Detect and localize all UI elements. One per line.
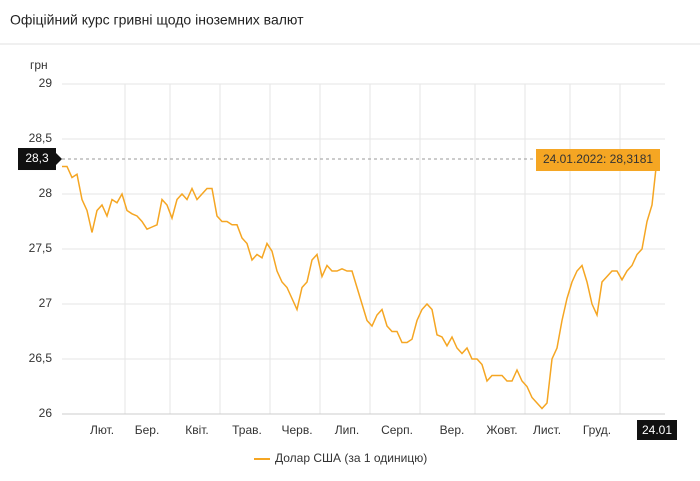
header [0,0,700,44]
y-tick-label: 27 [39,296,53,310]
y-tick-label: 29 [39,76,53,90]
x-tick-label: Черв. [281,423,312,437]
crosshair-label: 28,3 [25,151,49,165]
y-tick-label: 26,5 [29,351,53,365]
y-axis-label: грн [30,58,48,72]
tooltip-box [536,149,660,172]
x-tick-label: Лют. [90,423,114,437]
x-highlight-box [637,420,677,440]
x-tick-label: Бер. [135,423,160,437]
x-tick-label: Жовт. [486,423,517,437]
x-tick-label: Квіт. [185,423,209,437]
tooltip: 24.01.2022: 28,3181 [543,152,653,166]
x-tick-label: 24.01 [642,423,672,437]
x-tick-label: Груд. [583,423,611,437]
y-tick-label: 28,5 [29,131,53,145]
x-tick-label: Вер. [440,423,465,437]
x-tick-label: Трав. [232,423,262,437]
chart-title: Офіційний курс гривні щодо іноземних вал… [10,12,304,28]
y-tick-label: 26 [39,406,53,420]
y-tick-label: 27,5 [29,241,53,255]
crosshair-box [18,148,56,171]
legend-label: Долар США (за 1 одиницю) [275,451,427,465]
x-tick-label: Лип. [335,423,359,437]
last-point [654,156,660,162]
y-tick-label: 28 [39,186,53,200]
x-tick-label: Серп. [381,423,413,437]
x-tick-label: Лист. [533,423,561,437]
line [62,158,658,410]
crosshair-arrow [56,153,62,166]
